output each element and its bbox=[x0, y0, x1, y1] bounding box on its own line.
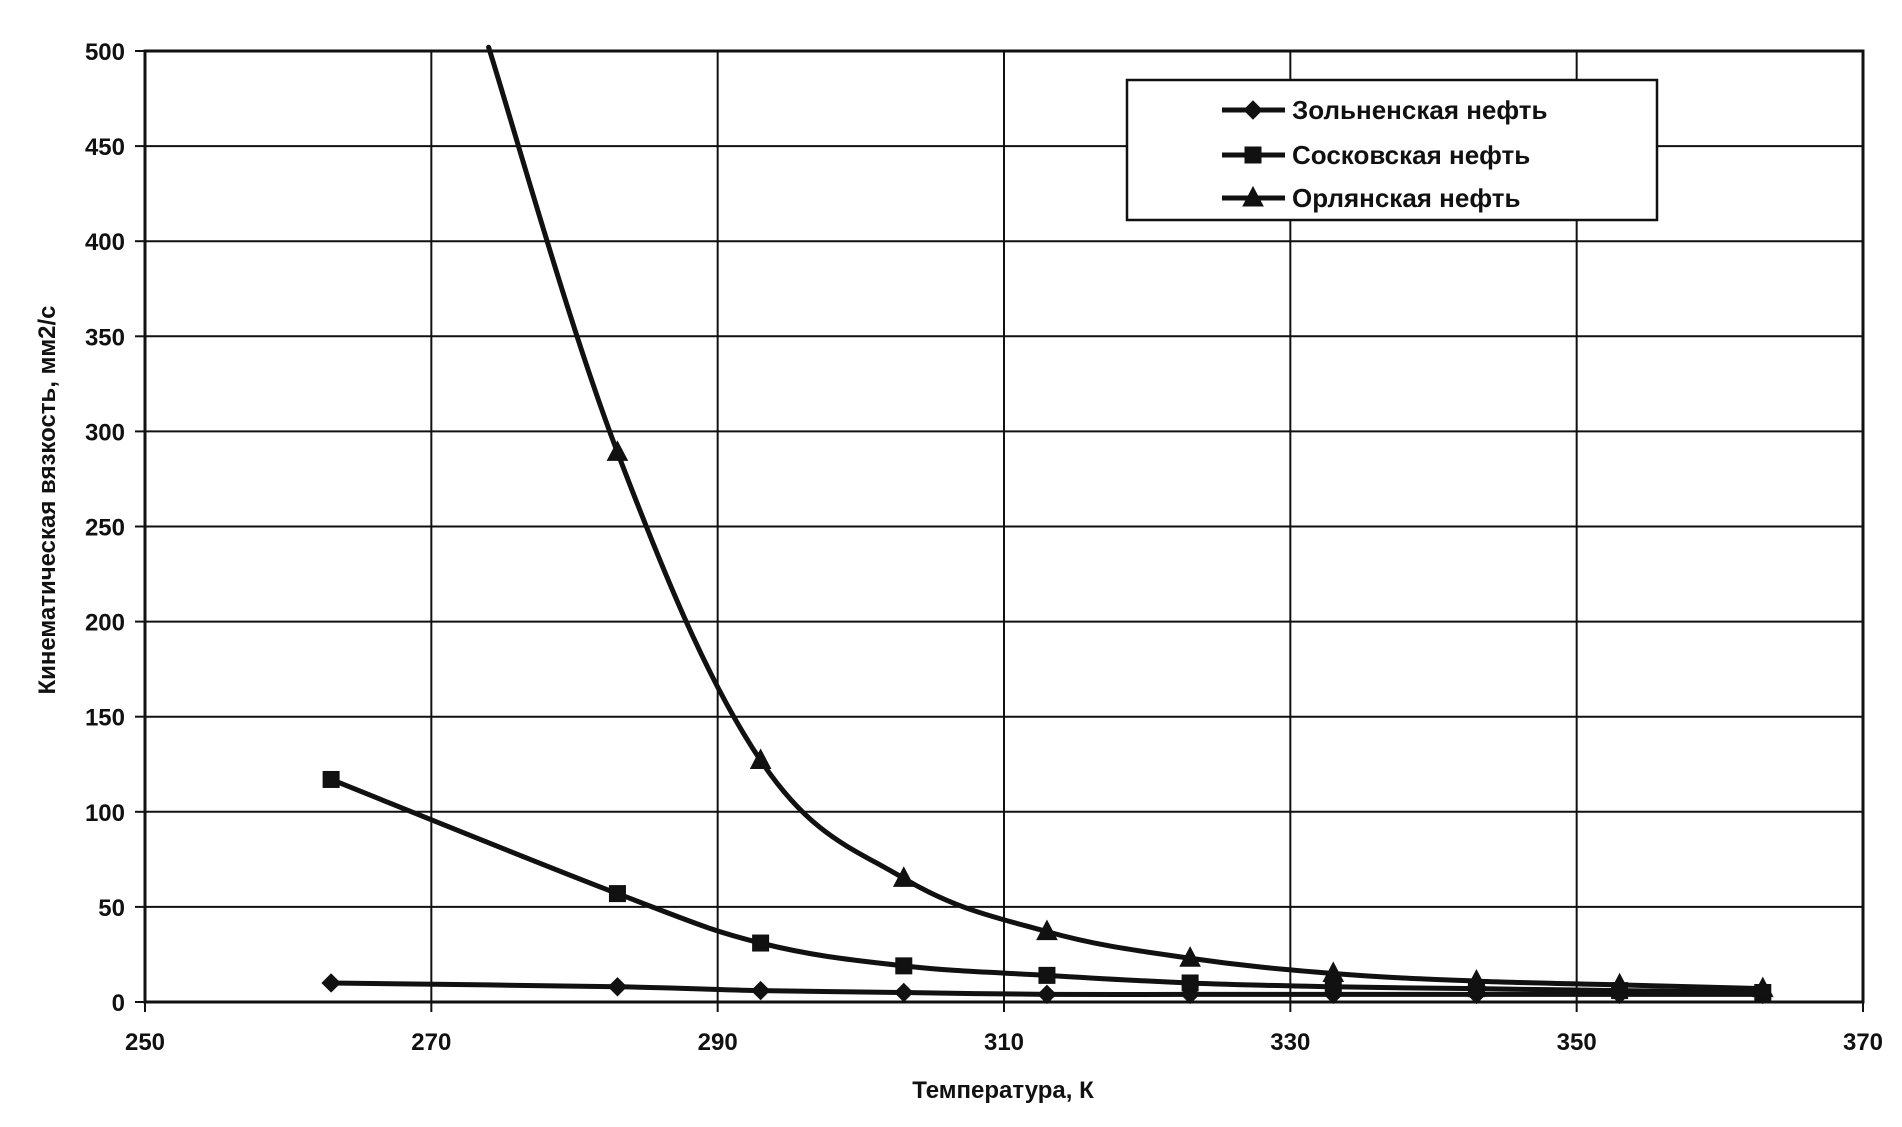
data-point bbox=[322, 770, 340, 788]
y-tick-label: 50 bbox=[98, 895, 125, 922]
data-point bbox=[895, 957, 913, 975]
data-point bbox=[892, 866, 915, 887]
y-tick-label: 500 bbox=[85, 39, 125, 66]
data-point bbox=[608, 885, 626, 903]
x-tick-label: 330 bbox=[1270, 1029, 1310, 1056]
grid bbox=[135, 49, 1865, 1012]
legend-label: Зольненская нефть bbox=[1292, 95, 1548, 125]
y-tick-label: 100 bbox=[85, 800, 125, 827]
legend-entry: Зольненская нефть bbox=[1222, 95, 1548, 125]
y-tick-label: 350 bbox=[85, 324, 125, 351]
data-point bbox=[321, 973, 341, 993]
series-line bbox=[486, 44, 1766, 992]
legend-entry: Орлянская нефть bbox=[1222, 183, 1520, 213]
legend-box bbox=[1125, 78, 1659, 222]
y-tick-label: 150 bbox=[85, 705, 125, 732]
tick-labels: 0 50 100 150 200 250 300 350 400 450 500 250 270 290 3… bbox=[85, 39, 1883, 1056]
data-point bbox=[752, 934, 770, 952]
y-axis-title: Кинематическая вязкость, мм2/с bbox=[34, 305, 61, 694]
legend: Зольненская нефть Сосковская нефть Орлянск… bbox=[1125, 78, 1659, 222]
data-point bbox=[1465, 969, 1488, 990]
data-point bbox=[1038, 966, 1056, 984]
legend-marker bbox=[1243, 100, 1263, 120]
x-tick-label: 310 bbox=[984, 1029, 1024, 1056]
plot-frame bbox=[143, 49, 1865, 1004]
data-point bbox=[607, 977, 628, 997]
data-point bbox=[1181, 974, 1199, 992]
x-tick-label: 350 bbox=[1557, 1029, 1597, 1056]
legend-marker bbox=[1244, 146, 1262, 164]
data-point bbox=[894, 982, 914, 1003]
data-point bbox=[1179, 946, 1201, 967]
y-tick-label: 300 bbox=[85, 419, 125, 446]
y-tick-label: 400 bbox=[85, 229, 125, 256]
y-tick-label: 450 bbox=[85, 134, 125, 161]
legend-entry: Сосковская нефть bbox=[1222, 140, 1530, 170]
x-axis-title: Температура, К bbox=[912, 1077, 1094, 1104]
legend-marker bbox=[1242, 185, 1264, 207]
data-point bbox=[1751, 976, 1774, 998]
data-point bbox=[1037, 984, 1057, 1005]
series-line bbox=[328, 980, 1766, 998]
y-tick-label: 250 bbox=[85, 515, 125, 542]
y-tick-label: 0 bbox=[112, 990, 125, 1017]
data-point bbox=[1036, 919, 1058, 941]
series bbox=[321, 44, 1774, 1005]
x-tick-label: 370 bbox=[1843, 1029, 1883, 1056]
series-diamond bbox=[321, 973, 1773, 1005]
legend-label: Орлянская нефть bbox=[1292, 183, 1520, 213]
x-tick-label: 270 bbox=[411, 1029, 451, 1056]
series-triangle bbox=[486, 44, 1774, 998]
data-point bbox=[1608, 972, 1631, 994]
data-point bbox=[1322, 961, 1345, 982]
data-point bbox=[750, 980, 771, 1001]
data-point bbox=[606, 440, 629, 461]
x-tick-label: 250 bbox=[125, 1029, 165, 1056]
x-tick-label: 290 bbox=[698, 1029, 738, 1056]
series-square bbox=[322, 770, 1772, 1001]
data-point bbox=[749, 748, 772, 769]
legend-label: Сосковская нефть bbox=[1292, 140, 1530, 170]
y-tick-label: 200 bbox=[85, 610, 125, 637]
series-line bbox=[328, 776, 1766, 995]
